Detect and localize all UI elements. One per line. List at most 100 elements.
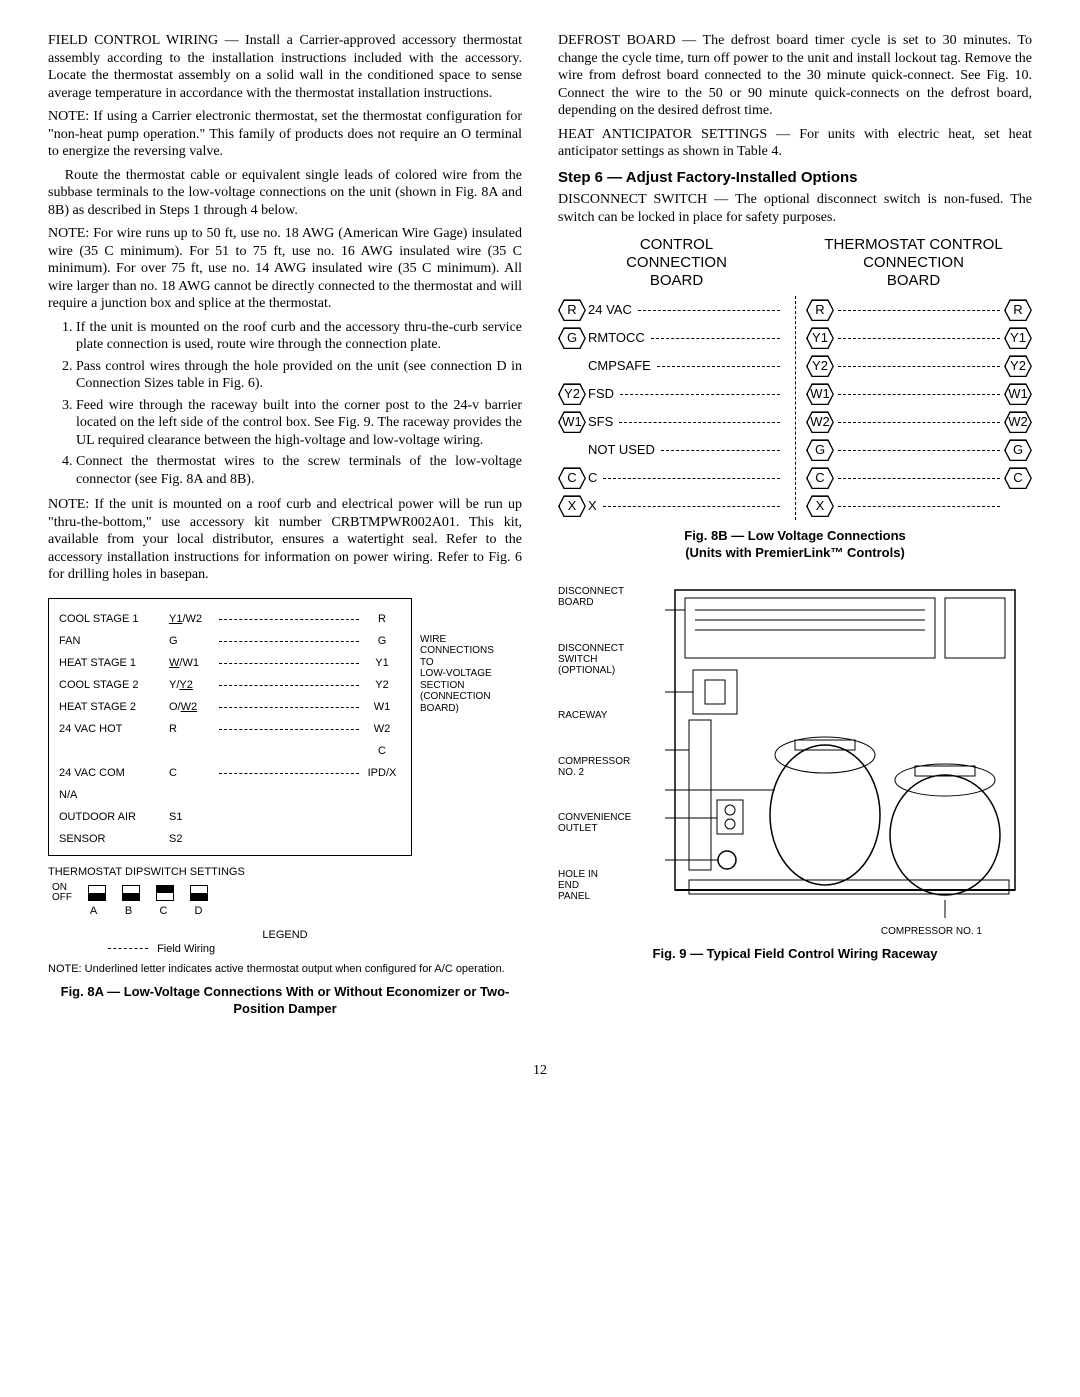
fig-8a-label: SENSOR	[59, 833, 169, 847]
fig-8b-right: RRY1Y1Y2Y2W1W1W2W2GGCCX	[806, 296, 1032, 520]
fig-8b-row: GRMTOCC	[558, 324, 784, 352]
dash-icon	[661, 450, 780, 451]
para: DEFROST BOARD — The defrost board timer …	[558, 32, 1032, 120]
fig-8a-terminal: C	[363, 745, 401, 759]
terminal-hex: W1	[1004, 383, 1032, 405]
fig-9-label: DISCONNECTBOARD	[558, 586, 658, 608]
step-list: If the unit is mounted on the roof curb …	[76, 319, 522, 489]
fig-8a-terminal: G	[363, 635, 401, 649]
fig-8b-row: Y2FSD	[558, 380, 784, 408]
dip-switch	[156, 885, 174, 901]
para-note: NOTE: If using a Carrier electronic ther…	[48, 108, 522, 161]
dash-icon	[838, 422, 1000, 423]
step-item: Feed wire through the raceway built into…	[76, 397, 522, 450]
para-note: NOTE: If the unit is mounted on a roof c…	[48, 496, 522, 584]
terminal-hex: X	[806, 495, 834, 517]
dip-letter: A	[84, 905, 103, 919]
fig-9: DISCONNECTBOARD DISCONNECTSWITCH(OPTIONAL…	[558, 580, 1032, 938]
fig-8b-row: CC	[558, 464, 784, 492]
dash-icon	[838, 394, 1000, 395]
fig-8a-caption: Fig. 8A — Low-Voltage Connections With o…	[48, 984, 522, 1018]
dip-letters: ABCD	[84, 905, 522, 919]
fig-8a-terminal: W2	[363, 723, 401, 737]
fig-8a-signal: S1	[169, 811, 219, 825]
step-item: Connect the thermostat wires to the scre…	[76, 453, 522, 488]
para: DISCONNECT SWITCH — The optional disconn…	[558, 191, 1032, 226]
fig-8a-signal: S2	[169, 833, 219, 847]
fig-8b-caption: Fig. 8B — Low Voltage Connections(Units …	[558, 528, 1032, 562]
fig-8a-row: C	[59, 741, 401, 763]
dip-switch	[190, 885, 208, 901]
dash-icon	[651, 338, 780, 339]
para: HEAT ANTICIPATOR SETTINGS — For units wi…	[558, 126, 1032, 161]
dash-icon	[219, 619, 359, 620]
legend-title: LEGEND	[48, 929, 522, 943]
dash-icon	[219, 729, 359, 730]
fig-8b-row: Y2Y2	[806, 352, 1032, 380]
fig-8b-signal: 24 VAC	[588, 302, 632, 318]
fig-8a-row: SENSORS2	[59, 829, 401, 851]
page-number: 12	[48, 1062, 1032, 1080]
dash-icon	[219, 707, 359, 708]
fig-8b-signal: NOT USED	[588, 442, 655, 458]
terminal-hex: C	[558, 467, 586, 489]
fig-8b-row: Y1Y1	[806, 324, 1032, 352]
dash-icon	[638, 310, 780, 311]
fig-8a-signal: C	[169, 767, 219, 781]
dash-icon	[619, 422, 780, 423]
step-item: If the unit is mounted on the roof curb …	[76, 319, 522, 354]
fig-8b-left: R24 VACGRMTOCCCMPSAFEY2FSDW1SFSNOT USEDC…	[558, 296, 784, 520]
right-column: DEFROST BOARD — The defrost board timer …	[558, 32, 1032, 1034]
dip-switch	[122, 885, 140, 901]
terminal-hex: X	[558, 495, 586, 517]
terminal-hex: W2	[806, 411, 834, 433]
fig-8b-row: CC	[806, 464, 1032, 492]
fig-8b-row: NOT USED	[558, 436, 784, 464]
terminal-hex: Y2	[558, 383, 586, 405]
fig-8a-row: OUTDOOR AIRS1	[59, 807, 401, 829]
terminal-hex: C	[1004, 467, 1032, 489]
fig-8a-row: COOL STAGE 1Y1/W2R	[59, 609, 401, 631]
fig-8b-header-right: THERMOSTAT CONTROLCONNECTIONBOARD	[795, 236, 1032, 290]
terminal-hex: R	[806, 299, 834, 321]
fig-8b-divider	[794, 296, 796, 520]
fig-8b-signal: C	[588, 470, 597, 486]
left-column: FIELD CONTROL WIRING — Install a Carrier…	[48, 32, 522, 1034]
terminal-hex: R	[1004, 299, 1032, 321]
dash-icon	[620, 394, 780, 395]
fig-8a-label: 24 VAC HOT	[59, 723, 169, 737]
dip-letter: C	[154, 905, 173, 919]
fig-8a-label: N/A	[59, 789, 169, 803]
fig-8a-signal: Y1/W2	[169, 613, 219, 627]
fig-8b: CONTROLCONNECTIONBOARD THERMOSTAT CONTRO…	[558, 236, 1032, 520]
fig-8a-label: HEAT STAGE 2	[59, 701, 169, 715]
fig-8b-header-left: CONTROLCONNECTIONBOARD	[558, 236, 795, 290]
legend-field-wiring: Field Wiring	[157, 943, 215, 955]
terminal-hex: W1	[806, 383, 834, 405]
dash-icon	[838, 366, 1000, 367]
para: FIELD CONTROL WIRING — Install a Carrier…	[48, 32, 522, 102]
legend-row: Field Wiring	[108, 943, 522, 957]
fig-8b-row: GG	[806, 436, 1032, 464]
fig-8b-signal: CMPSAFE	[588, 358, 651, 374]
fig-9-illustration	[658, 580, 1032, 926]
terminal-hex: G	[558, 327, 586, 349]
fig-9-label: RACEWAY	[558, 710, 658, 721]
dip-switch	[88, 885, 106, 901]
fig-9-caption: Fig. 9 — Typical Field Control Wiring Ra…	[558, 946, 1032, 963]
fig-8a-row: HEAT STAGE 2O/W2W1	[59, 697, 401, 719]
fig-8a-label: 24 VAC COM	[59, 767, 169, 781]
para-note: NOTE: For wire runs up to 50 ft, use no.…	[48, 225, 522, 313]
fig-8a-label: OUTDOOR AIR	[59, 811, 169, 825]
fig-9-label: DISCONNECTSWITCH(OPTIONAL)	[558, 643, 658, 676]
fig-8a-brace-label: WIRECONNECTIONSTOLOW-VOLTAGESECTION(CONN…	[420, 634, 520, 715]
fig-8a-terminal: Y2	[363, 679, 401, 693]
fig-8a-row: 24 VAC HOTRW2	[59, 719, 401, 741]
fig-9-label: HOLE INENDPANEL	[558, 869, 658, 902]
dash-icon	[838, 478, 1000, 479]
fig-8a-label: COOL STAGE 1	[59, 613, 169, 627]
fig-9-labels: DISCONNECTBOARD DISCONNECTSWITCH(OPTIONAL…	[558, 580, 658, 926]
dash-icon	[219, 663, 359, 664]
terminal-hex: Y2	[806, 355, 834, 377]
dash-icon	[603, 478, 780, 479]
